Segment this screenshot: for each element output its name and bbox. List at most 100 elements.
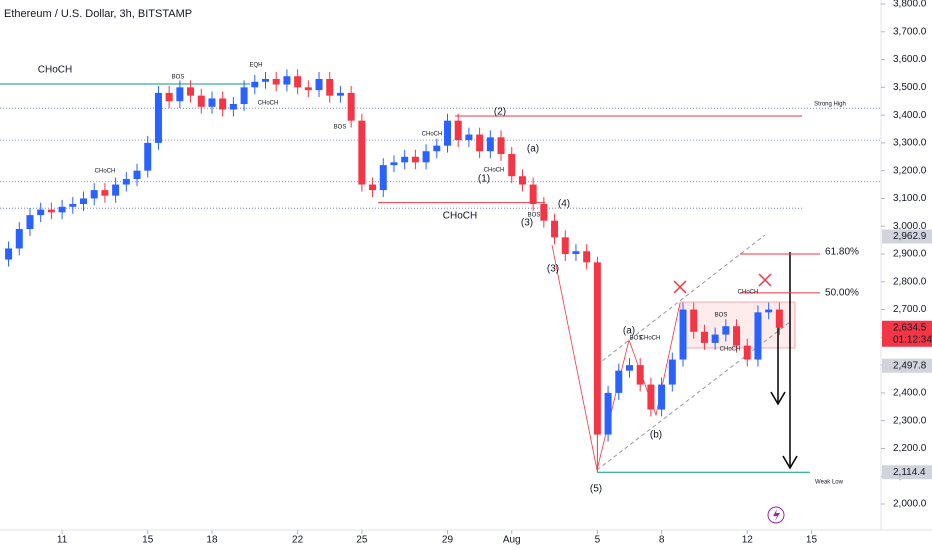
annotation: (4) xyxy=(558,199,570,210)
candle-body xyxy=(112,184,120,196)
candle-body xyxy=(443,120,451,146)
candle-body xyxy=(754,312,762,360)
price-label-box xyxy=(882,358,932,373)
candle-body xyxy=(690,309,698,332)
candle-body xyxy=(625,365,633,371)
candle-body xyxy=(497,137,505,154)
candle-body xyxy=(476,134,484,152)
price-label-box xyxy=(882,465,932,480)
price-label: 2,114.4 xyxy=(893,467,926,478)
y-tick-label: 2,700.0 xyxy=(893,304,927,315)
candle-body xyxy=(47,209,55,213)
x-tick-label: 22 xyxy=(292,535,304,546)
price-label: 2,634.5 xyxy=(893,322,927,333)
alert-icon[interactable] xyxy=(767,506,785,524)
candle-body xyxy=(69,204,77,207)
candle-body xyxy=(583,251,591,263)
arrow-head xyxy=(782,455,798,470)
annotation: CHoCH xyxy=(484,168,505,174)
x-tick-label: 8 xyxy=(659,535,665,546)
annotation: CHoCH xyxy=(640,336,661,342)
y-tick-label: 2,300.0 xyxy=(893,415,927,426)
candle-body xyxy=(668,359,676,385)
annotation: (a) xyxy=(623,326,635,337)
candle-body xyxy=(433,145,441,152)
annotation: (2) xyxy=(494,107,506,118)
annotation: BOS xyxy=(630,336,643,342)
candle-body xyxy=(326,79,334,96)
x-tick-label: 11 xyxy=(57,535,68,546)
x-tick-label: 15 xyxy=(806,535,818,546)
candle-body xyxy=(572,251,580,254)
y-tick-label: 2,000.0 xyxy=(893,499,927,510)
annotation: Strong High xyxy=(814,102,846,108)
annotation: CHoCH xyxy=(258,101,279,107)
candle-body xyxy=(604,392,612,435)
y-tick-label: 3,400.0 xyxy=(893,110,927,121)
annotation: BOS xyxy=(528,213,541,219)
x-tick-label: Aug xyxy=(503,535,521,546)
candle-body xyxy=(58,206,66,213)
y-tick-label: 2,900.0 xyxy=(893,249,927,260)
candle-body xyxy=(101,190,109,196)
x-tick-label: 18 xyxy=(206,535,218,546)
candle-body xyxy=(636,365,644,385)
candle-body xyxy=(561,237,569,254)
candle-body xyxy=(658,384,666,410)
candle-body xyxy=(37,209,45,216)
annotation: CHoCH xyxy=(95,169,116,175)
annotation: (1) xyxy=(478,174,490,185)
annotation: (3) xyxy=(547,264,559,275)
annotation: (b) xyxy=(650,430,662,441)
annotation: (5) xyxy=(590,484,602,495)
arrow-head xyxy=(770,391,786,406)
annotation: BOS xyxy=(172,75,185,81)
y-tick-label: 2,800.0 xyxy=(893,276,927,287)
channel-upper xyxy=(596,234,766,366)
candle-body xyxy=(336,92,344,96)
annotation: (3) xyxy=(521,218,533,229)
price-label-box xyxy=(882,320,932,347)
annotation: (a) xyxy=(527,144,539,155)
candle-body xyxy=(593,262,601,435)
candle-body xyxy=(261,79,269,82)
candle-body xyxy=(80,198,88,204)
candle-body xyxy=(122,179,130,185)
candle-body xyxy=(722,326,730,335)
price-label: 2,962.9 xyxy=(893,231,927,242)
candle-body xyxy=(315,79,323,91)
candle-body xyxy=(187,87,195,96)
candle-body xyxy=(411,156,419,163)
price-label: 2,497.8 xyxy=(893,360,927,371)
annotation: EQH xyxy=(249,63,262,69)
candle-body xyxy=(615,370,623,393)
candle-body xyxy=(197,95,205,107)
candle-body xyxy=(422,151,430,163)
y-tick-label: 3,600.0 xyxy=(893,54,927,65)
x-tick-label: 25 xyxy=(356,535,368,546)
candle-body xyxy=(529,184,537,204)
candle-body xyxy=(679,309,687,360)
annotation: CHoCH xyxy=(738,290,759,296)
alert-bolt xyxy=(773,509,780,521)
candle-body xyxy=(508,154,516,177)
y-tick-label: 3,200.0 xyxy=(893,165,927,176)
candle-body xyxy=(304,87,312,91)
x-mark xyxy=(758,273,772,287)
candle-body xyxy=(401,156,409,163)
candle-body xyxy=(219,98,227,110)
candle-body xyxy=(229,104,237,110)
y-tick-label: 3,300.0 xyxy=(893,138,927,149)
candle-body xyxy=(518,176,526,185)
candle-body xyxy=(283,76,291,85)
annotation: 50.00% xyxy=(825,288,859,299)
candle-body xyxy=(465,134,473,141)
y-tick-label: 3,800.0 xyxy=(893,0,927,10)
candle-body xyxy=(176,87,184,102)
candle-body xyxy=(294,76,302,88)
candle-body xyxy=(775,309,783,328)
annotation: CHoCH xyxy=(443,211,477,222)
candle-body xyxy=(647,384,655,410)
